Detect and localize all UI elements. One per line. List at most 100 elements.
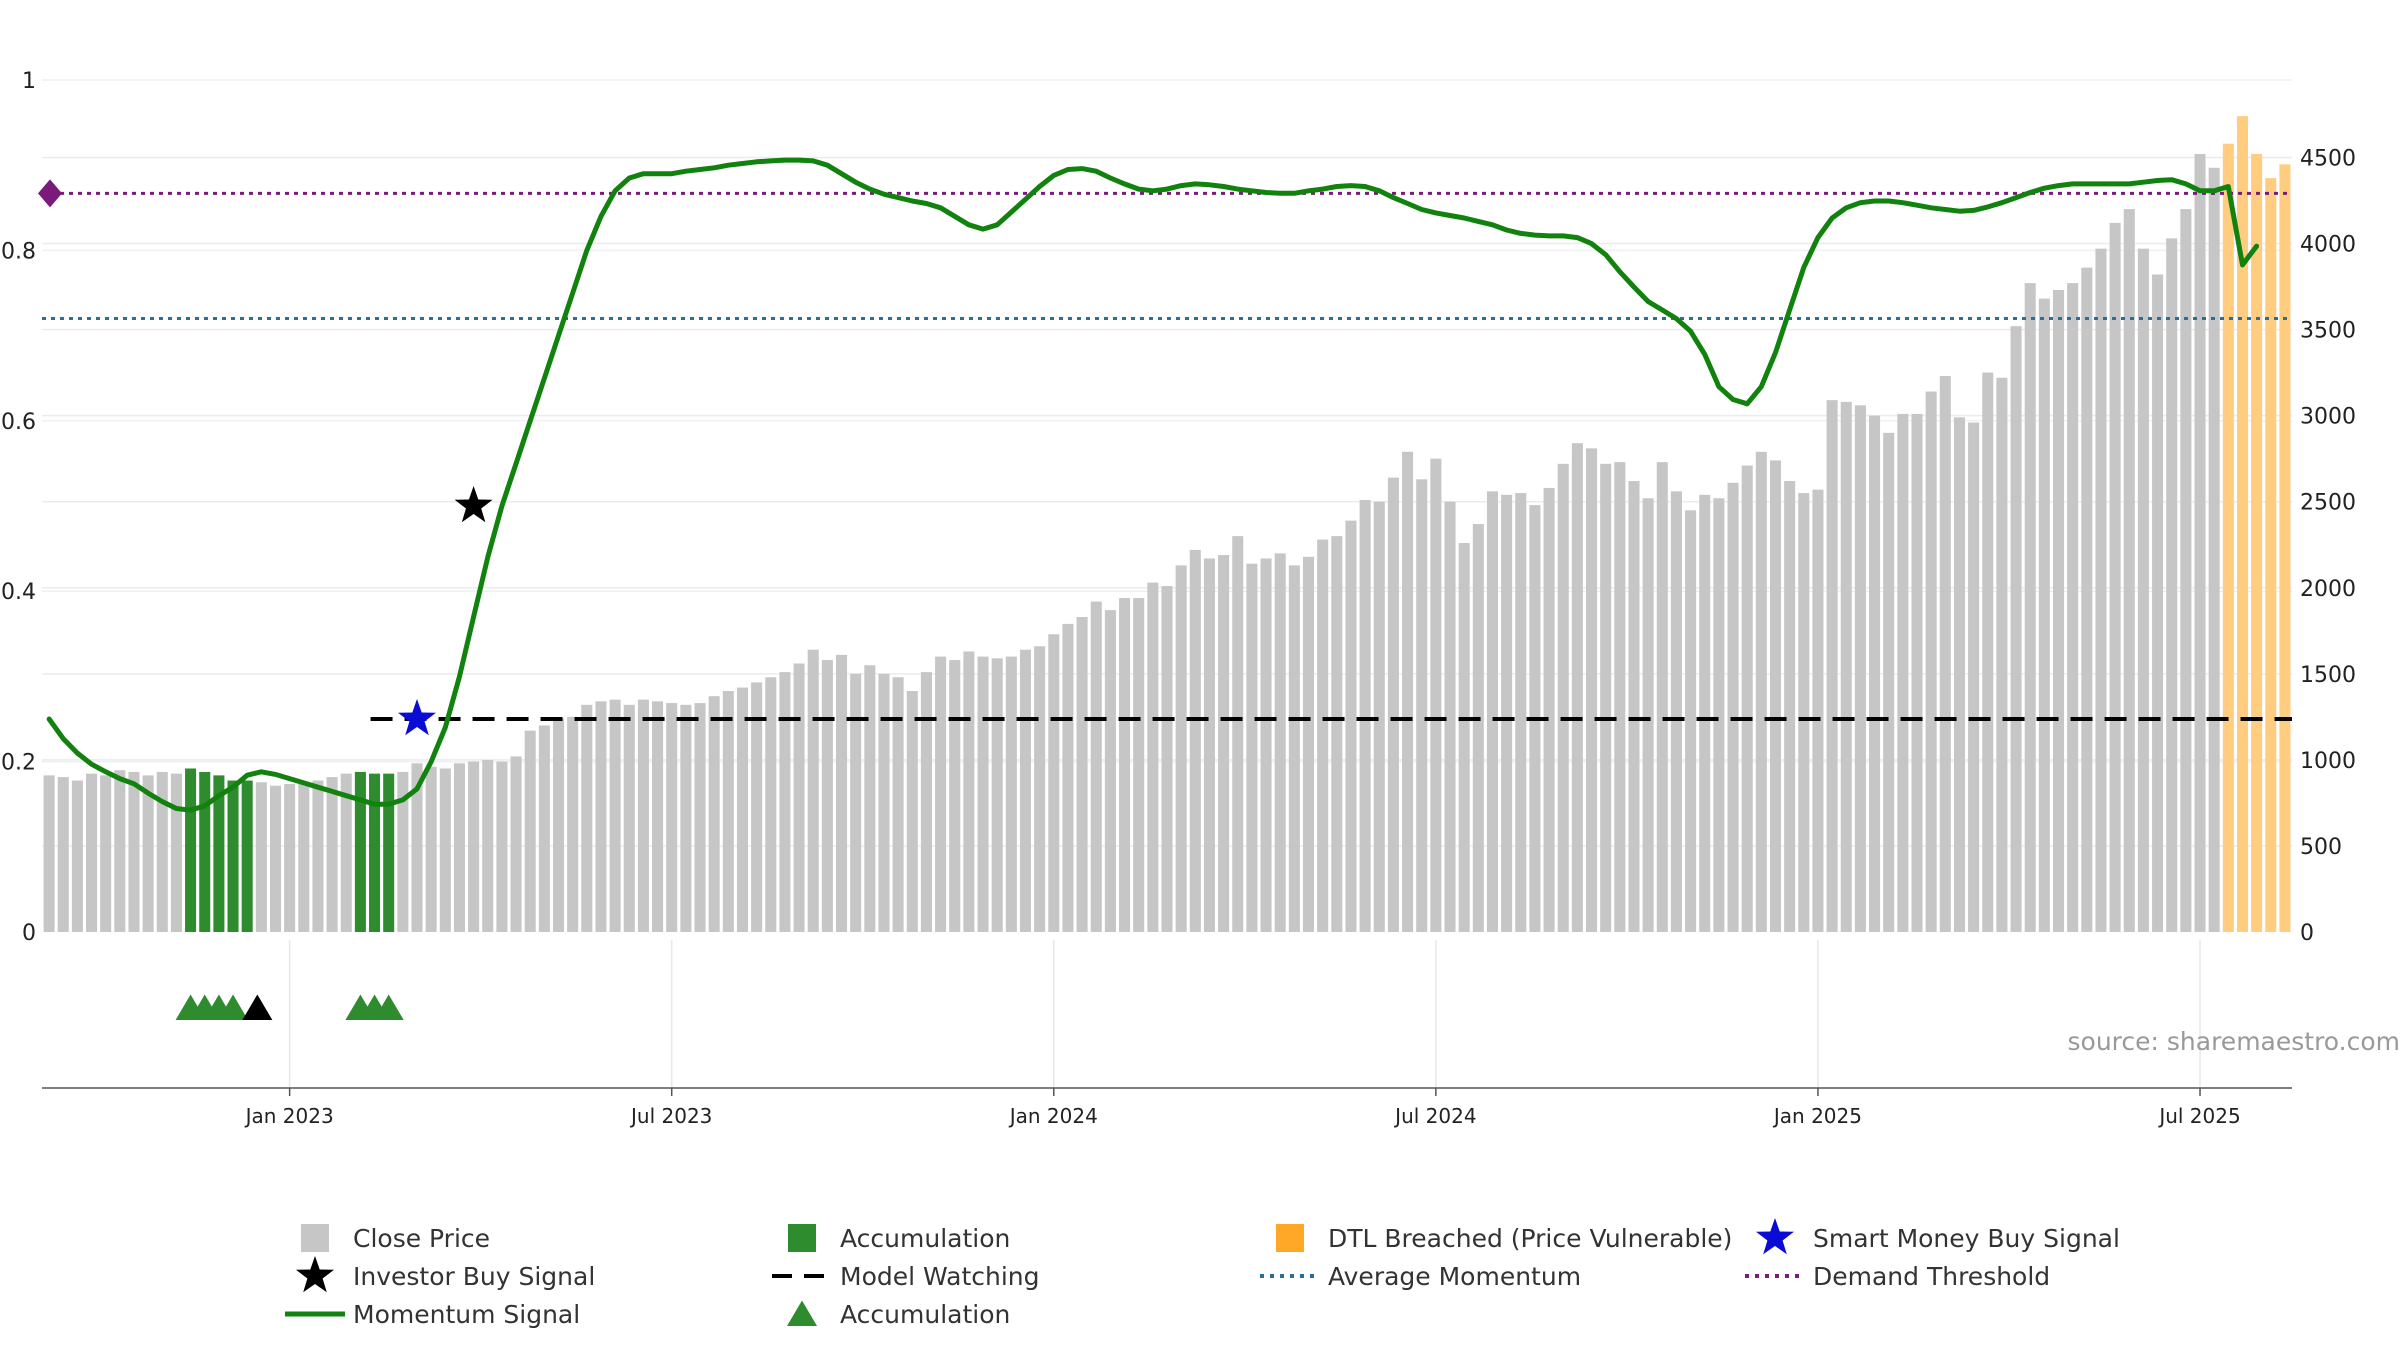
close-price-bar [1175,565,1187,932]
legend-momentum-signal: Momentum Signal [285,1300,580,1329]
close-price-bar [1416,479,1428,932]
close-price-bar [1685,510,1697,932]
close-price-bar [652,701,664,932]
right-tick-label: 3000 [2300,405,2356,430]
close-price-bar [2180,209,2192,932]
legend-close-price: Close Price [301,1224,490,1253]
x-tick-label: Jul 2025 [2157,1104,2240,1128]
close-price-bar [439,768,451,932]
close-price-bar [2123,209,2135,932]
close-price-bar [623,704,635,932]
close-price-bar [284,783,296,932]
close-price-bar [991,658,1003,932]
dtl-breached-bar [2222,143,2234,933]
close-price-bar [1501,494,1513,932]
left-tick-label: 0.8 [1,239,36,264]
close-price-bar [864,665,876,932]
legend-demand-threshold: Demand Threshold [1745,1262,2050,1291]
close-price-bar [793,663,805,932]
close-price-bar [1557,463,1569,932]
close-price-bar [1826,400,1838,932]
close-price-bar [1387,477,1399,932]
close-price-bar [1769,460,1782,932]
close-price-bar [821,660,833,932]
close-price-bar [170,773,182,932]
close-price-bar [567,716,579,932]
close-price-bar [496,761,508,932]
legend-swatch [788,1224,816,1252]
close-price-bar [722,691,734,932]
close-price-bar [1147,582,1159,932]
source-label: source: sharemaestro.com [2068,1027,2400,1056]
legend-label: Accumulation [840,1224,1010,1253]
close-price-bar [836,654,848,932]
accumulation-bar [354,771,366,932]
accumulation-bar [213,775,225,932]
close-price-bar [1288,565,1300,932]
close-price-bar [2038,298,2050,932]
close-price-bar [1444,501,1456,932]
smart-money-buy-star [398,699,436,736]
x-tick-label: Jul 2024 [1393,1104,1476,1128]
legend-accumulation-marker: Accumulation [787,1300,1010,1329]
close-price-bar [1741,465,1753,932]
close-price-bar [340,773,352,932]
close-price-bar [1953,417,1965,933]
right-tick-label: 2000 [2300,577,2356,602]
close-price-bar [43,775,55,932]
legend-investor-buy: Investor Buy Signal [296,1256,595,1293]
close-price-bar [482,759,494,932]
close-price-bar [298,783,310,932]
close-price-bar [1713,498,1725,932]
close-price-bar [2010,326,2022,933]
close-price-bar [878,673,890,932]
legend-swatch [301,1224,329,1252]
right-tick-label: 2500 [2300,491,2356,516]
legend-label: Investor Buy Signal [353,1262,595,1291]
close-price-bar [1699,494,1711,932]
close-price-bar [1359,499,1371,932]
close-price-bar [694,703,706,932]
close-price-bar [1232,536,1244,932]
close-price-bar [935,656,947,932]
legend-label: Close Price [353,1224,490,1253]
close-price-bar [538,725,550,932]
accumulation-marker [218,994,249,1020]
close-price-bar [1402,451,1414,932]
close-price-bar [1600,463,1612,932]
right-tick-label: 1000 [2300,749,2356,774]
legend-triangle-icon [787,1300,817,1326]
close-price-bar [920,672,932,932]
legend: Close Price Accumulation DTL Breached (Pri… [285,1218,2120,1329]
close-price-bar [2166,238,2178,933]
legend-label: DTL Breached (Price Vulnerable) [1328,1224,1732,1253]
close-price-bar [1727,482,1739,932]
accumulation-bar [227,780,239,932]
close-price-bar [751,682,763,932]
close-price-bar [1982,372,1994,932]
left-tick-label: 0.6 [1,410,36,435]
close-price-bar [71,780,83,932]
close-price-bar [2208,167,2220,933]
close-price-bar [1642,498,1654,932]
legend-label: Demand Threshold [1813,1262,2050,1291]
close-price-bar [1246,563,1258,932]
close-price-bar [1996,377,2008,933]
close-price-bar [1472,524,1484,932]
close-price-bar [510,756,522,932]
close-price-bar [1302,556,1315,932]
close-price-bar [2067,283,2079,932]
dtl-breached-bar [2265,178,2277,933]
legend-label: Momentum Signal [353,1300,580,1329]
close-price-bar [949,660,961,932]
close-price-bar [850,673,862,932]
x-tick-label: Jan 2025 [1772,1104,1862,1128]
close-price-bar [1854,405,1866,932]
close-price-bar [1274,553,1286,932]
close-price-bar [2081,267,2093,932]
close-price-bar [1586,448,1598,932]
close-price-bar [2095,248,2107,933]
close-price-bar [1869,415,1881,932]
close-price-bar [1090,601,1102,932]
